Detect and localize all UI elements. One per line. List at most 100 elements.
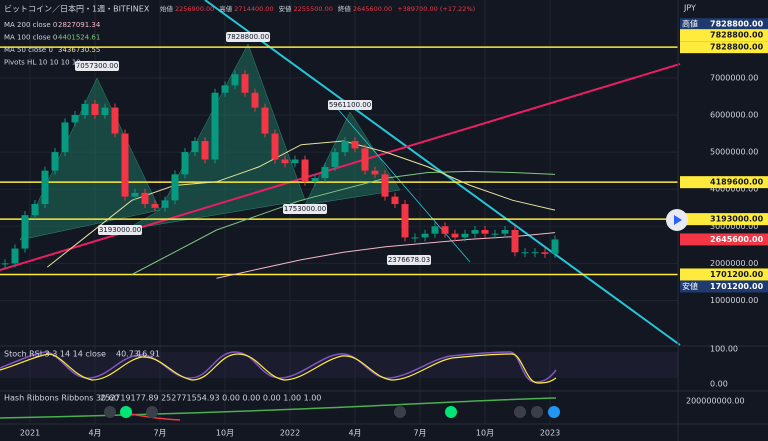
- candle: [21, 215, 29, 249]
- candle: [301, 159, 309, 182]
- candle: [391, 196, 399, 205]
- x-tick-label: 7月: [413, 429, 426, 438]
- x-tick-label: 4月: [88, 429, 101, 438]
- candle: [501, 230, 509, 234]
- candle: [351, 140, 359, 149]
- stoch-k-value: 40.73: [116, 350, 139, 359]
- candle: [71, 115, 79, 123]
- candle: [361, 148, 369, 171]
- annotation-box: [387, 255, 431, 265]
- candle: [91, 103, 99, 115]
- indicator-name: MA 200 close 0: [4, 21, 57, 29]
- symbol-title: ビットコイン／日本円・1週・BITFINEX: [4, 4, 150, 14]
- candle: [441, 226, 449, 234]
- stoch-title: Stoch RSI 3 3 14 14 close: [4, 350, 106, 359]
- candle: [231, 74, 239, 86]
- candle: [1, 263, 9, 265]
- price-label: 7828800.00: [710, 20, 764, 29]
- candle: [131, 192, 139, 197]
- candle: [531, 252, 539, 254]
- x-tick-label: 10月: [216, 429, 234, 438]
- indicator-name: MA 100 close 0: [4, 34, 57, 42]
- candle: [151, 204, 159, 208]
- candle: [161, 200, 169, 208]
- indicator-name: MA 50 close 0: [4, 46, 53, 54]
- price-label-tag: 安値: [682, 281, 698, 291]
- candle: [171, 174, 179, 201]
- candle: [491, 233, 499, 235]
- indicator-name: Pivots HL 10 10 10 10: [4, 59, 81, 67]
- price-label: 1701200.00: [710, 270, 764, 279]
- x-tick-label: 2023: [540, 429, 560, 438]
- ohlc-name: 始値: [160, 4, 174, 13]
- candle: [371, 170, 379, 175]
- trendline-up: [0, 63, 681, 271]
- x-tick-label: 2022: [280, 429, 300, 438]
- ohlc-value: 2256900.00: [175, 5, 214, 13]
- candle: [311, 178, 319, 182]
- price-label-tag: 高値: [682, 19, 698, 29]
- x-tick-label: 10月: [476, 429, 494, 438]
- x-tick-label: 4月: [348, 429, 361, 438]
- y-tick-label: 4000000.00: [710, 185, 758, 194]
- candle: [471, 230, 479, 234]
- indicator-value: 2827091.34: [58, 21, 101, 29]
- y-tick-label: 5000000.00: [710, 148, 758, 157]
- annotation-box: [98, 225, 142, 235]
- stoch-tick: 0.00: [710, 380, 728, 389]
- ohlc-value: +389700.00 (+17.22%): [397, 5, 475, 13]
- candle: [11, 248, 19, 264]
- candle: [421, 233, 429, 238]
- moving-average: [216, 232, 556, 279]
- y-tick-label: 7000000.00: [710, 73, 758, 82]
- candle: [411, 237, 419, 239]
- price-label: 3193000.00: [710, 215, 764, 224]
- candle: [181, 152, 189, 175]
- candle: [251, 92, 259, 108]
- candle: [321, 166, 329, 179]
- annotation: 2376678.03: [388, 256, 430, 264]
- candle: [31, 204, 39, 216]
- y-tick-label: 2000000.00: [710, 259, 758, 268]
- candle: [221, 85, 229, 93]
- candle: [341, 140, 349, 153]
- candle: [511, 230, 519, 253]
- annotation: 3193000.00: [99, 226, 141, 234]
- ohlc-value: 2645600.00: [353, 5, 392, 13]
- price-label-box: [680, 18, 768, 31]
- indicator-value: 4401524.61: [58, 34, 100, 42]
- price-label-box: [680, 213, 768, 226]
- moving-average: [131, 170, 556, 275]
- indicator-value: 3436730.55: [58, 46, 100, 54]
- main-pane: 7057300.00 7828800.00 5961100.00 3193000.00…: [0, 32, 678, 279]
- ohlc-name: 終値: [338, 4, 352, 13]
- currency: JPY: [683, 4, 696, 13]
- candle: [51, 152, 59, 171]
- annotation: 1753000.00: [284, 205, 326, 213]
- annotation: 7057300.00: [76, 62, 118, 70]
- hash-values: 252719177.89 252771554.93 0.00 0.00 0.00…: [100, 394, 321, 403]
- trendline-thin: [329, 99, 471, 263]
- stoch-tick: 100.00: [710, 345, 738, 354]
- annotation-box: [328, 100, 372, 110]
- annotation: 5961100.00: [329, 101, 371, 109]
- ohlc-value: 2255500.00: [294, 5, 333, 13]
- annotation-box: [283, 204, 327, 214]
- hash-tick: 200000000.00: [686, 397, 745, 406]
- candle: [41, 170, 49, 205]
- x-tick-label: 2021: [20, 429, 40, 438]
- price-label: 7828800.00: [710, 43, 764, 52]
- price-label: 2645600.00: [710, 235, 764, 244]
- ohlc-value: 2714400.00: [234, 5, 273, 13]
- candle: [451, 233, 459, 238]
- candle: [211, 92, 219, 160]
- price-label-box: [680, 29, 768, 42]
- candle: [121, 133, 129, 197]
- candle: [191, 140, 199, 153]
- play-button[interactable]: [666, 209, 688, 231]
- candle: [101, 107, 109, 115]
- price-label-box: [680, 280, 768, 293]
- stoch-d-value: 16.91: [137, 350, 160, 359]
